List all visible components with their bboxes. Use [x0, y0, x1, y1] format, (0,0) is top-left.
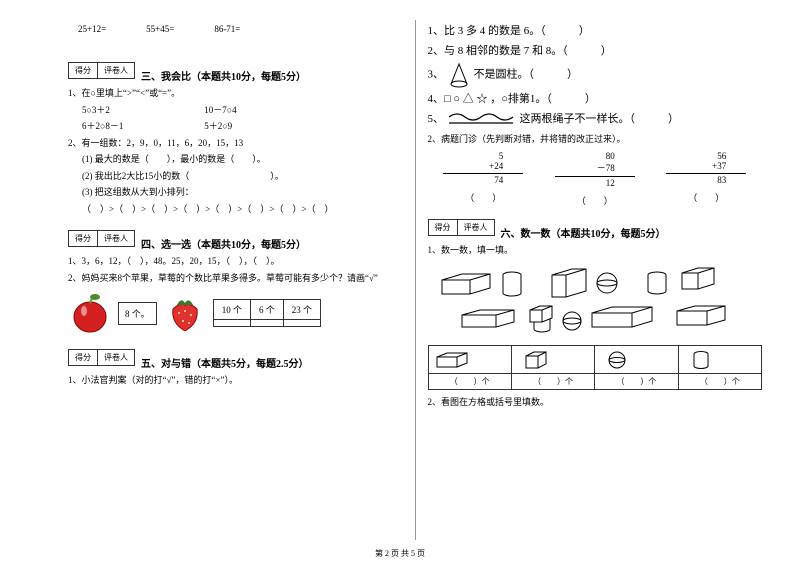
column-divider [415, 20, 416, 540]
a3c: 83 [666, 173, 746, 185]
section-3-title: 三、我会比（本题共10分，每题5分） [141, 68, 306, 83]
shape-cylinder-cell [678, 346, 761, 374]
a1b: +24 [443, 161, 523, 171]
section-4-header: 得分 评卷人 四、选一选（本题共10分，每题5分） [68, 230, 403, 251]
a2a: 80 [555, 151, 635, 161]
section-4-title: 四、选一选（本题共10分，每题5分） [141, 236, 306, 251]
score-box-3: 得分 评卷人 [68, 62, 135, 79]
s4-q2: 2、妈妈买来8个苹果，草莓的个数比苹果多得多。草莓可能有多少个？请画“√” [68, 272, 403, 286]
shapes-svg [432, 265, 732, 345]
opt2: 6 个 [251, 300, 284, 320]
fruit-row: 8 个。 10 个 6 个 23 个 [68, 291, 403, 335]
s3-q1d: 5＋2○9 [204, 121, 232, 131]
j5a: 5、 [428, 113, 445, 125]
section-5-header: 得分 评卷人 五、对与错（本题共5分，每题2.5分） [68, 349, 403, 370]
judge-5: 5、 这两根绳子不一样长。（ ） [428, 111, 763, 128]
grader-label: 评卷人 [98, 231, 134, 246]
opt3: 23 个 [283, 300, 320, 320]
s3-q2c: (3) 把这组数从大到小排列： [68, 186, 403, 200]
s6-q1: 1、数一数，填一填。 [428, 244, 763, 258]
ropes-icon [447, 111, 517, 127]
section-6-header: 得分 评卷人 六、数一数（本题共10分，每题5分） [428, 219, 763, 240]
paren: （ ） [666, 191, 746, 204]
option-table: 10 个 6 个 23 个 [213, 299, 321, 327]
s3-q1-row1: 5○3＋2 10－7○4 [68, 104, 403, 118]
opt1: 10 个 [213, 300, 250, 320]
grader-label: 评卷人 [98, 63, 134, 78]
a1a: 5 [443, 151, 523, 161]
score-label: 得分 [69, 231, 98, 246]
judge-2: 2、与 8 相邻的数是 7 和 8。（ ） [428, 43, 763, 60]
arith2: 80 －78 12 （ ） [555, 151, 635, 207]
a2c: 12 [555, 176, 635, 188]
grader-label: 评卷人 [98, 350, 134, 365]
j3b: 不是圆柱。（ ） [474, 69, 579, 81]
count3[interactable]: （ ）个 [595, 374, 678, 390]
section-3-header: 得分 评卷人 三、我会比（本题共10分，每题5分） [68, 62, 403, 83]
page: 25+12= 55+45= 86-71= 得分 评卷人 三、我会比（本题共10分… [0, 0, 800, 540]
count1[interactable]: （ ）个 [428, 374, 511, 390]
eq1: 25+12= [78, 24, 106, 34]
j5b: 这两根绳子不一样长。（ ） [520, 113, 680, 125]
blank-cell[interactable] [283, 320, 320, 327]
s5-q1: 1、小法官判案（对的打“√”，错的打“×”）。 [68, 374, 403, 388]
a3b: +37 [666, 161, 746, 171]
judge-4: 4、□ ○ △ ☆ ，○排第1。（ ） [428, 91, 763, 108]
blank-cell[interactable] [251, 320, 284, 327]
cone-icon [447, 62, 471, 88]
score-box-5: 得分 评卷人 [68, 349, 135, 366]
score-label: 得分 [69, 63, 98, 78]
judge-1: 1、比 3 多 4 的数是 6。（ ） [428, 23, 763, 40]
shape-cube-cell [511, 346, 594, 374]
arith1: 5 +24 74 （ ） [443, 151, 523, 207]
section-6-title: 六、数一数（本题共10分，每题5分） [501, 225, 666, 240]
blank-cell[interactable] [213, 320, 250, 327]
grader-label: 评卷人 [458, 220, 494, 235]
left-column: 25+12= 55+45= 86-71= 得分 评卷人 三、我会比（本题共10分… [60, 20, 411, 540]
shape-cuboid-cell [428, 346, 511, 374]
score-label: 得分 [429, 220, 458, 235]
s3-q2: 2、有一组数：2，9，0，11，6，20，15，13 [68, 137, 403, 151]
j3a: 3、 [428, 69, 445, 81]
arith-row-a: 5 +24 74 （ ） 80 －78 12 （ ） 56 +37 83 （ ） [428, 151, 763, 207]
s3-q2a: (1) 最大的数是（ ），最小的数是（ ）。 [68, 153, 403, 167]
apple-icon [68, 291, 112, 335]
paren: （ ） [555, 194, 635, 207]
a2b: －78 [555, 161, 635, 174]
s3-q1: 1、在○里填上“>”“<”或“=”。 [68, 87, 403, 101]
s6-q2: 2、看图在方格或括号里填数。 [428, 396, 763, 410]
arith3: 56 +37 83 （ ） [666, 151, 746, 207]
s3-q1a: 5○3＋2 [82, 104, 202, 118]
judge-3: 3、 不是圆柱。（ ） [428, 62, 763, 88]
s3-q1b: 10－7○4 [204, 105, 236, 115]
paren: （ ） [443, 191, 523, 204]
arith-head: 2、病题门诊（先判断对错，并将错的改正过来）。 [428, 133, 763, 147]
s3-q1c: 6＋2○8－1 [82, 120, 202, 134]
section-5-title: 五、对与错（本题共5分，每题2.5分） [141, 355, 309, 370]
count-table: （ ）个 （ ）个 （ ）个 （ ）个 [428, 345, 763, 390]
s4-q1: 1、3，6，12，（ ），48。25，20，15，（ ），（ ）。 [68, 255, 403, 269]
shapes-area [428, 261, 763, 341]
score-box-6: 得分 评卷人 [428, 219, 495, 236]
a3a: 56 [666, 151, 746, 161]
right-column: 1、比 3 多 4 的数是 6。（ ） 2、与 8 相邻的数是 7 和 8。（ … [420, 20, 771, 540]
eq2: 55+45= [146, 24, 174, 34]
count2[interactable]: （ ）个 [511, 374, 594, 390]
equation-row: 25+12= 55+45= 86-71= [68, 24, 403, 34]
shape-sphere-cell [595, 346, 678, 374]
s3-q2b: (2) 我出比2大比15小的数（ ）。 [68, 170, 403, 184]
score-box-4: 得分 评卷人 [68, 230, 135, 247]
s3-q1-row2: 6＋2○8－1 5＋2○9 [68, 120, 403, 134]
eq3: 86-71= [214, 24, 240, 34]
apple-count-box: 8 个。 [118, 302, 157, 325]
score-label: 得分 [69, 350, 98, 365]
count4[interactable]: （ ）个 [678, 374, 761, 390]
strawberry-icon [163, 291, 207, 335]
a1c: 74 [443, 173, 523, 185]
page-footer: 第 2 页 共 5 页 [0, 548, 800, 559]
s3-q2d: （ ）>（ ）>（ ）>（ ）>（ ）>（ ）>（ ）>（ ） [68, 203, 403, 217]
